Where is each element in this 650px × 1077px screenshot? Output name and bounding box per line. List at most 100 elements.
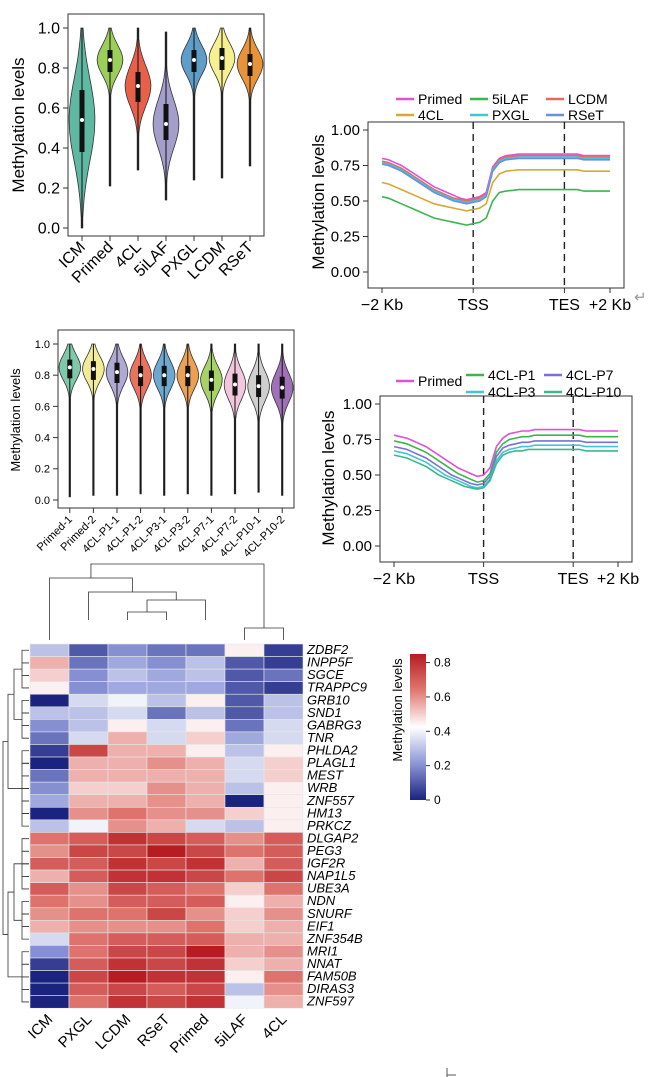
heatmap-cell [107, 656, 148, 670]
heatmap-cell [224, 656, 265, 670]
median-dot [256, 384, 261, 389]
y-tick-label: 1.00 [343, 396, 372, 413]
heatmap-cell [263, 832, 304, 846]
median-dot [136, 84, 140, 88]
heatmap-cell [146, 719, 187, 733]
y-tick-label: 1.00 [331, 122, 360, 139]
heatmap-cell [263, 920, 304, 934]
row-label: INPP5F [307, 655, 354, 670]
row-dendrogram [7, 693, 22, 789]
heatmap-cell [29, 869, 70, 883]
heatmap-cell [107, 957, 148, 971]
heatmap-cell [107, 794, 148, 808]
heatmap-cell [68, 681, 109, 695]
y-axis-label: Methylation levels [319, 410, 338, 545]
heatmap-cell [107, 970, 148, 984]
heatmap-cell [68, 794, 109, 808]
heatmap-cell [146, 869, 187, 883]
row-dendrogram [21, 675, 29, 689]
heatmap-cell [29, 819, 70, 833]
x-tick-label: TSS [468, 571, 499, 588]
heatmap-cell [68, 857, 109, 871]
heatmap-cell [68, 932, 109, 946]
legend-label: 4CL-P10 [566, 384, 621, 400]
row-label: WRB [307, 780, 338, 795]
column-label: PXGL [55, 1011, 95, 1051]
heatmap-cell [263, 882, 304, 896]
series-line-primed [393, 428, 618, 478]
row-dendrogram [21, 762, 29, 777]
heatmap-cell [68, 907, 109, 921]
heatmap-cell [29, 719, 70, 733]
row-label: DIRAS3 [307, 981, 355, 996]
heatmap-cell [185, 957, 226, 971]
row-dendrogram [21, 725, 29, 739]
row-dendrogram [21, 850, 29, 865]
heatmap-cell [224, 832, 265, 846]
heatmap-cell [224, 756, 265, 770]
legend-label: RSeT [568, 107, 604, 123]
median-dot [192, 58, 196, 62]
heatmap-cell [263, 668, 304, 682]
heatmap-cell [68, 920, 109, 934]
heatmap-cell [185, 894, 226, 909]
row-label: DLGAP2 [307, 830, 359, 845]
heatmap-cell [29, 920, 70, 934]
heatmap-cell [185, 744, 226, 758]
heatmap-cell [146, 970, 187, 984]
heatmap-cell [185, 806, 226, 821]
heatmap-cell [29, 857, 70, 871]
heatmap-cell [263, 907, 304, 921]
heatmap-cell [29, 681, 70, 695]
column-dendrogram [49, 577, 133, 640]
heatmap-cell [263, 819, 304, 833]
heatmap-cell [185, 995, 226, 1009]
heatmap-cell [107, 668, 148, 682]
median-dot [91, 366, 96, 371]
heatmap-cell [68, 731, 109, 745]
heatmap-cell [263, 982, 304, 996]
median-dot [233, 382, 237, 387]
row-label: HM13 [307, 805, 342, 820]
row-label: ZNF354B [306, 931, 363, 946]
heatmap-cell [185, 857, 226, 871]
legend-tick-label: 0.6 [434, 690, 451, 704]
series-line-4cl-p7 [393, 440, 618, 486]
y-tick-label: 0.50 [343, 467, 372, 484]
heatmap-cell [224, 857, 265, 871]
row-label: PEG3 [307, 843, 342, 858]
heatmap-cell [185, 781, 226, 796]
heatmap-cell [146, 920, 187, 934]
heatmap-cell [107, 932, 148, 946]
y-tick-label: 0.0 [38, 221, 60, 238]
y-tick-label: 0.50 [331, 193, 360, 210]
heatmap-cell [29, 731, 70, 745]
row-label: NNAT [307, 956, 342, 971]
row-dendrogram [21, 951, 29, 965]
heatmap-cell [224, 806, 265, 821]
heatmap-cell [263, 681, 304, 695]
row-label: ZNF557 [306, 793, 355, 808]
heatmap-cell [224, 731, 265, 745]
heatmap-cell [107, 832, 148, 846]
row-dendrogram [21, 989, 29, 1003]
heatmap-cell [224, 719, 265, 733]
heatmap-cell [146, 844, 187, 858]
heatmap-cell [224, 869, 265, 883]
heatmap-cell [68, 668, 109, 682]
heatmap-cell [29, 781, 70, 796]
heatmap-cell [224, 982, 265, 996]
heatmap-cell [68, 832, 109, 846]
heatmap-cell [68, 982, 109, 996]
row-dendrogram [21, 800, 29, 814]
heatmap-cell [29, 668, 70, 682]
heatmap-cell [29, 882, 70, 896]
median-dot [209, 377, 214, 382]
heatmap-cell [107, 744, 148, 758]
row-dendrogram [21, 963, 29, 978]
heatmap-cell [107, 945, 148, 959]
heatmap-cell [185, 920, 226, 934]
heatmap-cell [185, 945, 226, 959]
heatmap-cell [146, 894, 187, 909]
heatmap-cell [146, 945, 187, 959]
